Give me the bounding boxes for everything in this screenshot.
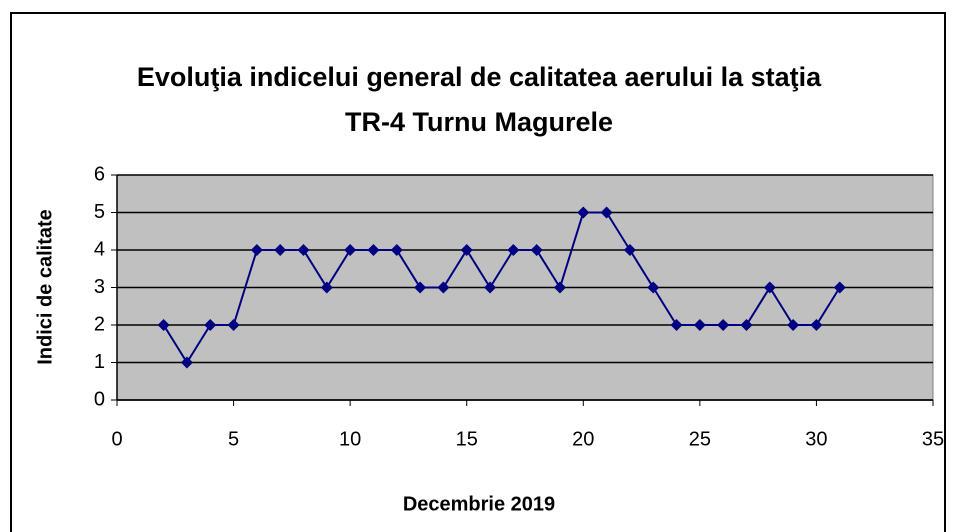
x-tick-label: 30	[805, 428, 827, 450]
x-tick-label: 5	[228, 428, 239, 450]
marker	[553, 281, 566, 294]
marker	[833, 281, 846, 294]
y-tick-label: 1	[94, 351, 105, 373]
y-tick-label: 4	[94, 238, 105, 260]
x-tick-label: 0	[111, 428, 122, 450]
marker	[157, 319, 170, 331]
marker	[693, 319, 706, 331]
marker	[647, 281, 660, 294]
chart-frame	[10, 12, 946, 532]
marker	[717, 319, 730, 331]
x-tick-label: 25	[689, 428, 711, 450]
marker	[577, 206, 590, 219]
marker	[437, 281, 450, 294]
marker	[623, 244, 636, 256]
y-tick-label: 3	[94, 276, 105, 298]
marker	[763, 281, 776, 294]
marker	[810, 319, 823, 331]
marker	[320, 281, 333, 294]
y-tick-label: 6	[94, 163, 105, 185]
marker	[414, 281, 427, 294]
y-tick-label: 5	[94, 201, 105, 223]
y-axis-label: Indici de calitate	[34, 209, 56, 365]
x-tick-label: 10	[339, 428, 361, 450]
marker	[460, 244, 473, 256]
marker	[670, 319, 683, 331]
marker	[204, 319, 217, 331]
y-tick-label: 0	[94, 388, 105, 410]
y-tick-label: 2	[94, 313, 105, 335]
x-tick-label: 20	[572, 428, 594, 450]
marker	[740, 319, 753, 331]
x-axis-label: Decembrie 2019	[403, 493, 555, 515]
chart-title: Evoluţia indicelui general de calitatea …	[136, 62, 822, 137]
marker	[600, 206, 613, 219]
x-tick-label: 35	[922, 428, 944, 450]
marker	[787, 319, 800, 331]
marker	[297, 244, 310, 256]
marker	[274, 244, 287, 256]
marker	[367, 244, 380, 256]
marker	[227, 319, 240, 331]
x-tick-label: 15	[456, 428, 478, 450]
marker	[180, 356, 193, 369]
marker	[507, 244, 520, 256]
marker	[344, 244, 357, 256]
marker	[530, 244, 543, 256]
marker	[250, 244, 263, 256]
marker	[390, 244, 403, 256]
marker	[484, 281, 497, 294]
